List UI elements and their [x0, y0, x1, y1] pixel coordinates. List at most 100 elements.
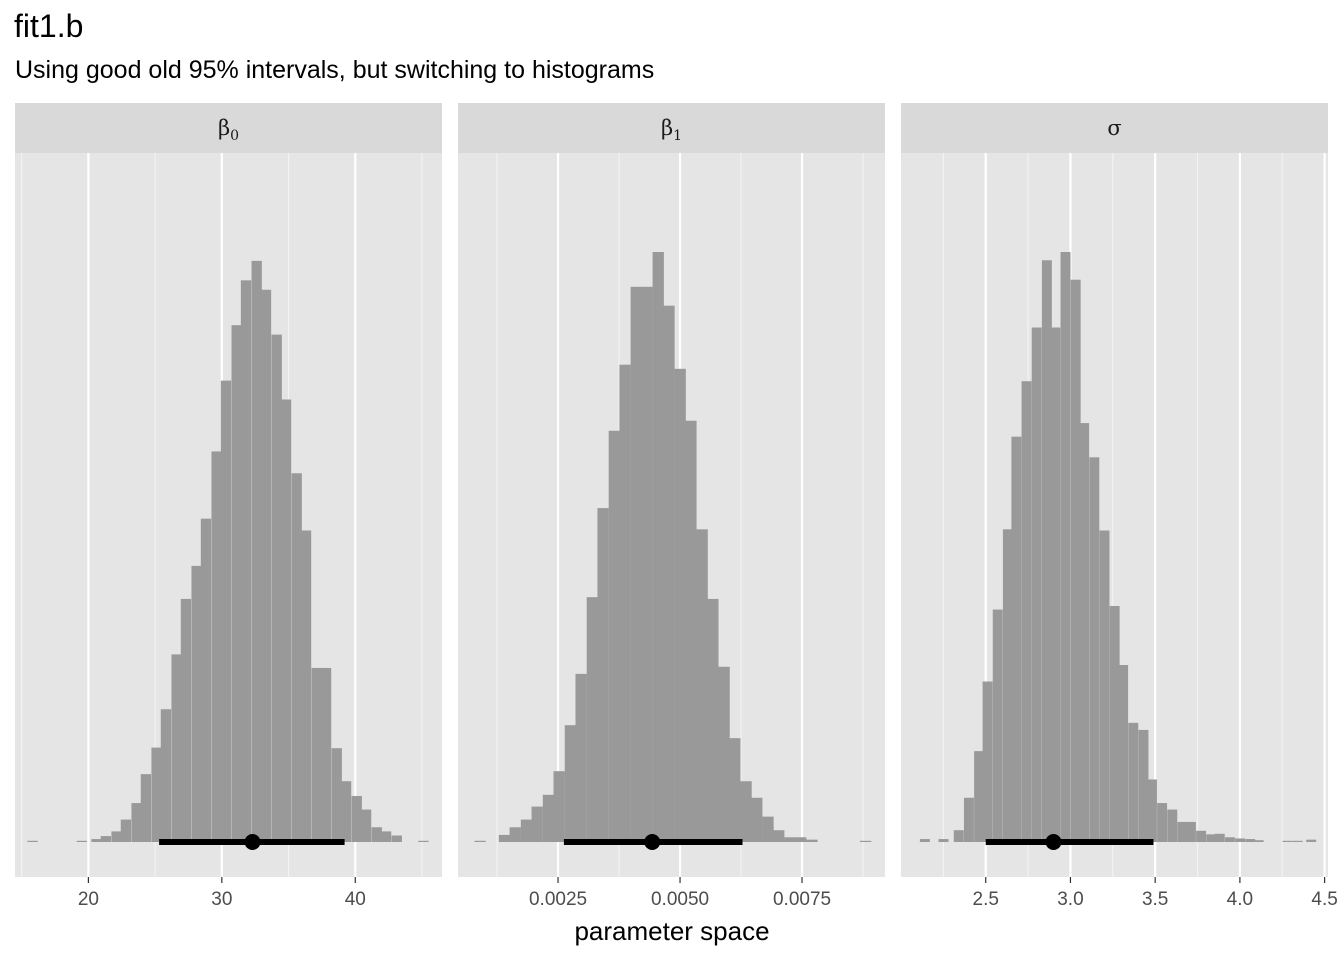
histogram-bar	[652, 252, 664, 842]
chart-title: fit1.b	[14, 8, 84, 44]
histogram-bar	[200, 518, 212, 842]
histogram-bar	[982, 681, 993, 842]
histogram-bar	[597, 508, 609, 842]
histogram-bar	[773, 830, 785, 842]
histogram-bar	[542, 794, 555, 842]
histogram-bar	[171, 654, 182, 842]
histogram-bar	[974, 751, 985, 842]
histogram-bar	[696, 529, 708, 842]
histogram-bar	[100, 836, 112, 842]
histogram-bar	[191, 565, 202, 842]
histogram-bar	[351, 795, 362, 842]
histogram-bar	[1070, 279, 1081, 843]
histogram-bar	[630, 286, 642, 842]
histogram-bar	[1050, 327, 1061, 842]
histogram-bar	[211, 451, 222, 842]
histogram-bar	[180, 598, 192, 842]
facet-strip-label: σ	[1107, 116, 1121, 140]
x-tick-label: 4.0	[1227, 889, 1253, 910]
histogram-bar	[1021, 381, 1032, 842]
x-axis-title: parameter space	[574, 916, 769, 946]
histogram-bar	[251, 260, 262, 843]
facet-strip	[15, 103, 442, 153]
facet-panel-2: σ 2.5 3.0 3.5 4.0 4.5	[901, 103, 1338, 910]
histogram-bar	[859, 840, 872, 842]
histogram-bar	[575, 673, 587, 842]
histogram-bar	[311, 667, 322, 842]
histogram-bar	[1185, 821, 1196, 842]
histogram-bar	[1224, 837, 1235, 842]
facet-strip	[901, 103, 1328, 153]
histogram-bar	[1002, 529, 1013, 842]
histogram-bar	[1099, 530, 1110, 842]
histogram-bar	[91, 839, 102, 842]
histogram-bar	[240, 280, 252, 842]
histogram-bar	[553, 771, 565, 842]
histogram-bar	[740, 781, 752, 842]
histogram-bar	[509, 827, 521, 842]
histogram-bar	[1118, 665, 1129, 842]
x-tick-label: 0.0075	[773, 889, 831, 910]
histogram-bar	[391, 835, 402, 842]
histogram-bar	[674, 368, 686, 842]
histogram-bar	[1011, 436, 1022, 842]
histogram-bar	[1245, 839, 1256, 842]
facet-panel-1: β10.0025 0.0050 0.0075	[458, 103, 885, 910]
histogram-bar	[360, 809, 372, 842]
histogram-bar	[1196, 830, 1207, 842]
histogram-bar	[963, 797, 974, 842]
histogram-bar	[131, 803, 142, 842]
histogram-bar	[1253, 840, 1264, 842]
histogram-bar	[280, 399, 292, 842]
histogram-bar	[1079, 423, 1090, 842]
facet-strip-subscript: 1	[673, 128, 682, 144]
histogram-bar	[474, 840, 486, 842]
histogram-bar	[1128, 722, 1139, 842]
histogram-bar	[1235, 838, 1246, 842]
histogram-bar	[1206, 834, 1217, 842]
histogram-bar	[707, 598, 719, 842]
x-tick-label: 0.0025	[529, 889, 587, 910]
x-tick-label: 0.0050	[651, 889, 709, 910]
histogram-bar	[685, 420, 697, 842]
histogram-bar	[1138, 729, 1149, 842]
histogram-bar	[1041, 260, 1052, 842]
histogram-bar	[586, 597, 598, 842]
chart-subtitle: Using good old 95% intervals, but switch…	[15, 56, 655, 84]
x-tick-label: 4.5	[1311, 889, 1337, 910]
facet-strip-subscript: 0	[230, 128, 239, 144]
histogram-bar	[784, 837, 796, 842]
point-estimate	[1045, 834, 1062, 850]
histogram-bar	[1292, 840, 1303, 842]
histogram-bar	[953, 830, 964, 842]
histogram-bar	[151, 747, 162, 842]
histogram-bar	[1282, 840, 1293, 842]
histogram-bar	[271, 334, 282, 842]
histogram-bar	[260, 289, 272, 842]
histogram-bar	[1089, 457, 1100, 842]
x-tick-label: 30	[211, 889, 232, 910]
histogram-bar	[371, 827, 382, 842]
x-tick-label: 2.5	[973, 889, 999, 910]
histogram-bar	[619, 364, 631, 842]
histogram-bar	[608, 430, 620, 842]
histogram-bar	[498, 834, 511, 842]
facet-strip	[458, 103, 885, 153]
histogram-bar	[320, 667, 332, 842]
histogram-bar	[762, 816, 774, 842]
point-estimate	[244, 834, 261, 850]
x-tick-label: 3.5	[1142, 889, 1168, 910]
histogram-bar	[663, 305, 675, 842]
histogram-bar	[291, 473, 302, 842]
histogram-bar	[111, 831, 122, 842]
histogram-bar	[520, 819, 533, 842]
x-tick-label: 3.0	[1057, 889, 1083, 910]
histogram-bar	[1167, 809, 1178, 842]
histogram-bar	[1306, 839, 1317, 842]
histogram-bar	[919, 839, 930, 842]
histogram-bar	[76, 840, 88, 842]
histogram-bar	[300, 530, 312, 842]
histogram-bar	[1214, 833, 1225, 842]
